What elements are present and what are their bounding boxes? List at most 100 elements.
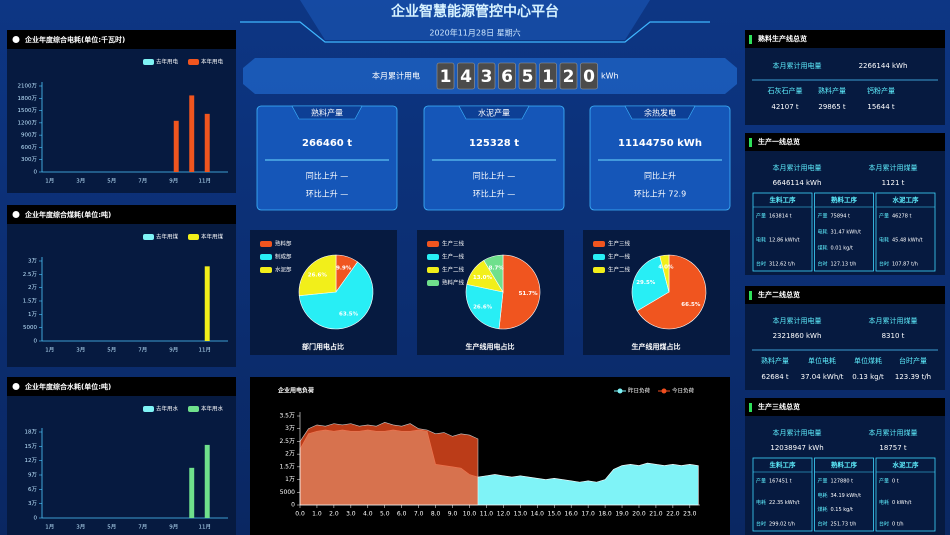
process-row-label: 电耗 <box>756 237 766 244</box>
process-name: 水泥工序 <box>893 460 920 469</box>
process-row-label: 煤耗 <box>818 506 828 513</box>
process-row-value: 312.62 t/h <box>769 262 795 268</box>
y-tick-label: 2万 <box>28 284 37 291</box>
process-row-label: 电耗 <box>879 499 889 506</box>
process-row-value: 46278 t <box>892 214 911 220</box>
legend-swatch <box>143 406 154 412</box>
card-yoy: 同比上升 — <box>306 171 349 181</box>
x-tick-label: 5月 <box>107 524 116 531</box>
panel-title-bar <box>745 398 945 416</box>
y-tick-label: 0 <box>291 502 295 509</box>
meter-unit: kWh <box>601 72 619 81</box>
stat-label: 本月累计用电量 <box>773 316 822 325</box>
y-tick-label: 2100万 <box>18 83 38 90</box>
card-yoy: 同比上升 — <box>473 171 516 181</box>
panel-title-bar <box>745 30 945 48</box>
process-row-label: 台时 <box>879 521 889 528</box>
y-tick-label: 3万 <box>28 500 37 507</box>
legend-label: 本年用水 <box>201 405 224 413</box>
process-row-value: 75894 t <box>831 214 850 220</box>
process-name: 水泥工序 <box>893 195 920 204</box>
meter-digit: 1 <box>440 67 452 87</box>
card-tab <box>458 105 530 120</box>
y-tick-label: 0 <box>34 516 38 522</box>
card-title: 水泥产量 <box>478 108 510 118</box>
header-frame <box>240 21 710 43</box>
process-row-label: 台时 <box>818 261 828 268</box>
x-tick-label: 23.0 <box>683 511 697 518</box>
x-tick-label: 5.0 <box>380 511 390 518</box>
process-row-value: 299.02 t/h <box>769 522 795 528</box>
pie-value-label: 63.5% <box>339 311 359 317</box>
y-tick-label: 3万 <box>285 425 295 432</box>
page-title: 企业智慧能源管控中心平台 <box>390 3 559 20</box>
legend-label: 今日负荷 <box>672 387 695 395</box>
legend-label: 昨日负荷 <box>628 387 651 395</box>
process-row-value: 22.35 kWh/t <box>769 500 800 506</box>
stat-value: 6646114 kWh <box>773 179 822 187</box>
meter-digit-box <box>518 62 537 90</box>
x-tick-label: 13.0 <box>514 511 528 518</box>
process-row-label: 电耗 <box>818 492 828 499</box>
stat-label: 本月累计用煤量 <box>869 316 918 325</box>
process-row-label: 电耗 <box>756 499 766 506</box>
panel-marker <box>749 291 752 300</box>
card-value: 266460 t <box>302 138 352 149</box>
x-tick-label: 7月 <box>138 178 147 185</box>
process-row-value: 0 t <box>892 479 899 485</box>
card-title: 余热发电 <box>644 108 676 118</box>
panel-title-bar <box>745 133 945 151</box>
stat-value: 1121 t <box>882 179 905 187</box>
legend-label: 去年用水 <box>156 405 179 413</box>
process-row-label: 产量 <box>756 213 766 220</box>
stat-value: 8310 t <box>882 332 905 340</box>
legend-label: 生产一线 <box>442 253 465 261</box>
pie-slice <box>659 254 670 293</box>
process-row-label: 电耗 <box>879 237 889 244</box>
y-tick-label: 0 <box>34 170 38 176</box>
item-value: 37.04 kWh/t <box>801 373 844 381</box>
item-value: 15644 t <box>867 103 894 111</box>
stat-value: 12038947 kWh <box>770 444 823 452</box>
pie-slice <box>498 254 541 330</box>
pie-value-label: 51.7% <box>519 291 539 297</box>
process-box <box>875 457 936 532</box>
x-tick-label: 20.0 <box>632 511 646 518</box>
legend-swatch <box>143 234 154 240</box>
chart-title: 企业用电负荷 <box>277 387 314 395</box>
meter-digit: 1 <box>542 67 554 87</box>
meter-digit-box <box>457 62 475 90</box>
legend-swatch <box>427 267 439 273</box>
x-tick-label: 15.0 <box>548 511 562 518</box>
process-row-label: 台时 <box>879 261 889 268</box>
process-box <box>814 457 874 532</box>
x-tick-label: 19.0 <box>615 511 629 518</box>
y-tick-label: 12万 <box>25 457 38 464</box>
legend-label: 生产一线 <box>608 253 631 261</box>
legend-swatch <box>143 59 154 65</box>
process-row-label: 产量 <box>879 478 889 485</box>
process-box <box>752 457 813 532</box>
y-tick-label: 3万 <box>28 258 37 265</box>
x-tick-label: 3月 <box>76 178 85 185</box>
y-tick-label: 0 <box>34 339 38 345</box>
bar <box>173 120 179 172</box>
bar <box>204 113 210 172</box>
pie-slice <box>631 255 670 312</box>
x-tick-label: 5月 <box>107 347 116 354</box>
card-mom: 环比上升 72.9 <box>634 189 686 199</box>
process-box <box>875 192 936 272</box>
panel-marker <box>749 138 752 147</box>
load-area <box>299 422 479 506</box>
x-tick-label: 14.0 <box>531 511 545 518</box>
legend-swatch <box>427 280 439 286</box>
y-tick-label: 2.5万 <box>279 438 295 445</box>
panel-icon <box>12 383 20 390</box>
y-tick-label: 1万 <box>285 476 295 483</box>
pie-value-label: 26.6% <box>308 273 328 279</box>
item-value: 123.39 t/h <box>895 373 931 381</box>
x-tick-label: 2.0 <box>329 511 339 518</box>
y-tick-label: 1.5万 <box>23 298 38 305</box>
x-tick-label: 1月 <box>45 347 54 354</box>
item-label: 单位煤耗 <box>854 356 882 365</box>
